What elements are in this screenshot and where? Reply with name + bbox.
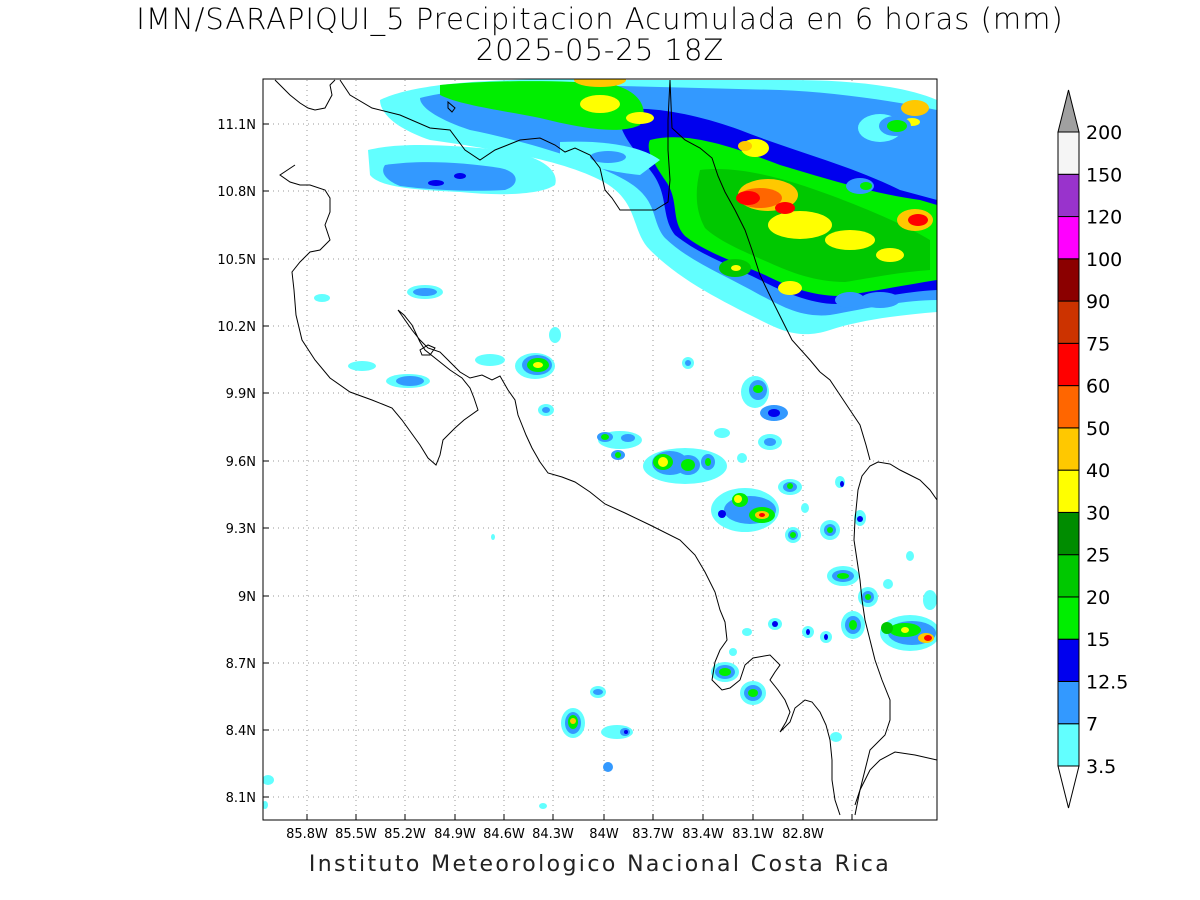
y-tick-label: 9.6N: [226, 455, 256, 470]
colorbar-label: 120: [1086, 207, 1122, 229]
colorbar-label: 30: [1086, 502, 1110, 524]
colorbar-label: 200: [1086, 122, 1122, 144]
island: [419, 344, 436, 356]
x-tick-label: 85.8W: [286, 827, 328, 842]
colorbar-segment: [1057, 469, 1080, 513]
x-tick-label: 84W: [589, 827, 619, 842]
panama-coast: [854, 751, 937, 806]
latitude-tick-labels: 11.1N 10.8N 10.5N 10.2N 9.9N 9.6N 9.3N 9N 8.7N 8.…: [217, 118, 269, 806]
colorbar-segment: [1057, 385, 1080, 429]
colorbar-segment: [1057, 131, 1080, 175]
precipitation-field: [263, 79, 937, 809]
x-tick-label: 82.8W: [782, 827, 824, 842]
x-tick-label: 85.5W: [335, 827, 377, 842]
colorbar-segment: [1057, 554, 1080, 598]
colorbar-over-arrow: [1057, 89, 1080, 133]
colorbar-segment: [1057, 511, 1080, 556]
nicaragua-costa-rica-border: [669, 79, 821, 373]
nicaragua-coast: [274, 79, 336, 111]
coastline-and-borders: [274, 79, 937, 816]
map-subtitle-datetime: 2025-05-25 18Z: [475, 33, 725, 67]
colorbar-segment: [1057, 216, 1080, 260]
colorbar-label: 60: [1086, 376, 1110, 398]
y-tick-label: 10.2N: [217, 320, 256, 335]
colorbar-label: 3.5: [1086, 756, 1116, 778]
x-tick-label: 83.7W: [632, 827, 674, 842]
x-tick-label: 85.2W: [384, 827, 426, 842]
caribbean-coast: [819, 371, 871, 461]
colorbar-legend: 3.5 7 12.5 15 20 25 30 40 50 60 75 90 100 120 150 200: [1057, 89, 1128, 809]
colorbar-segment: [1057, 638, 1080, 682]
panama-border: [853, 461, 937, 816]
colorbar-label: 20: [1086, 587, 1110, 609]
y-tick-label: 8.1N: [226, 791, 256, 806]
colorbar-label: 90: [1086, 291, 1110, 313]
colorbar-segment: [1057, 258, 1080, 302]
y-tick-label: 11.1N: [217, 118, 256, 133]
y-tick-label: 9.3N: [226, 522, 256, 537]
x-tick-label: 84.9W: [434, 827, 476, 842]
footer-credit: Instituto Meteorologico Nacional Costa R…: [308, 852, 892, 877]
colorbar-segment: [1057, 723, 1080, 767]
y-tick-label: 10.8N: [217, 185, 256, 200]
y-tick-label: 10.5N: [217, 253, 256, 268]
colorbar-label: 75: [1086, 333, 1110, 355]
lake-nicaragua-shore: [339, 79, 671, 211]
colorbar-label: 25: [1086, 545, 1110, 567]
colorbar-label: 100: [1086, 249, 1122, 271]
colorbar-label: 150: [1086, 164, 1122, 186]
y-tick-label: 9N: [238, 590, 256, 605]
plot-frame: [262, 78, 938, 821]
y-tick-label: 8.7N: [226, 657, 256, 672]
y-tick-label: 8.4N: [226, 724, 256, 739]
colorbar-label: 40: [1086, 460, 1110, 482]
colorbar-under-arrow: [1057, 765, 1080, 809]
colorbar-label: 7: [1086, 714, 1098, 736]
longitude-tick-labels: 85.8W 85.5W 85.2W 84.9W 84.6W 84.3W 84W 83.7W 83…: [286, 814, 853, 842]
colorbar-segment: [1057, 680, 1080, 725]
colorbar-label: 15: [1086, 629, 1110, 651]
x-tick-label: 84.3W: [532, 827, 574, 842]
x-tick-label: 84.6W: [483, 827, 525, 842]
colorbar-segment: [1057, 342, 1080, 387]
colorbar-segment: [1057, 300, 1080, 344]
colorbar-segment: [1057, 173, 1080, 218]
y-tick-label: 9.9N: [226, 387, 256, 402]
pacific-coast: [279, 164, 841, 816]
rain-area-northeast-green: [440, 81, 644, 130]
x-tick-label: 83.1W: [732, 827, 774, 842]
islet: [447, 100, 456, 113]
x-tick-label: 83.4W: [682, 827, 724, 842]
map-title: IMN/SARAPIQUI_5 Precipitacion Acumulada …: [136, 2, 1064, 36]
colorbar-label: 12.5: [1086, 671, 1128, 693]
colorbar-segment: [1057, 427, 1080, 471]
colorbar-segment: [1057, 596, 1080, 640]
colorbar-label: 50: [1086, 418, 1110, 440]
